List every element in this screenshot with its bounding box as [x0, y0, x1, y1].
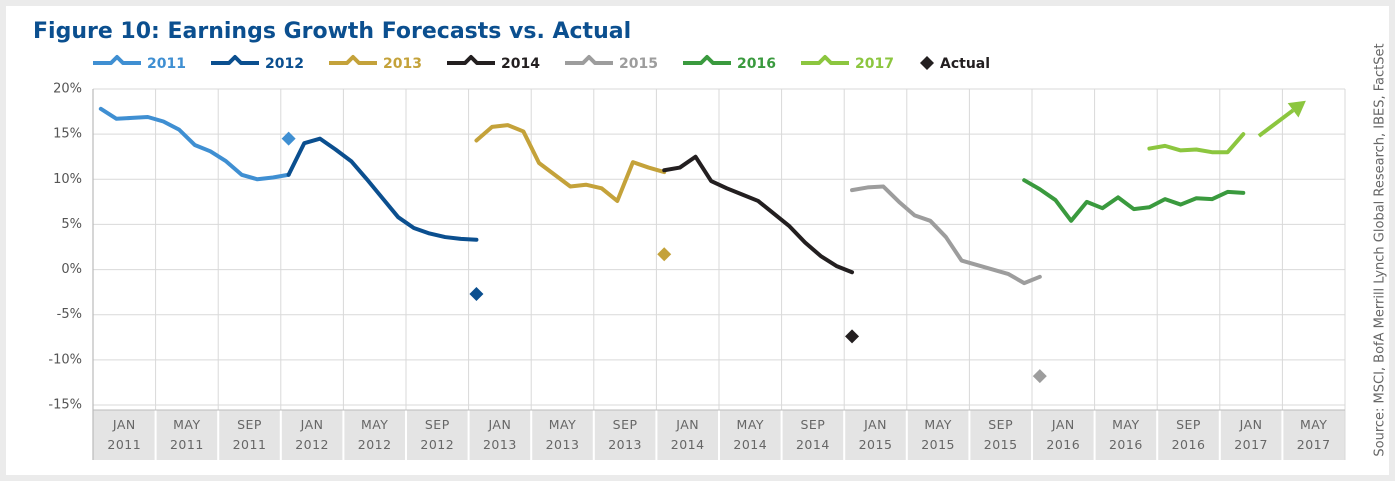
legend-label: 2014 — [501, 56, 540, 72]
source-note: Source: MSCI, BofA Merrill Lynch Global … — [1373, 43, 1388, 456]
series-line — [474, 123, 667, 203]
x-tick-label: MAY 2012 — [358, 417, 392, 452]
x-tick-label: MAY 2016 — [1109, 417, 1143, 452]
series-line — [662, 154, 855, 275]
y-tick-label: 0% — [61, 262, 82, 277]
x-tick-label: JAN 2016 — [1046, 417, 1080, 452]
x-tick-label: MAY 2015 — [921, 417, 955, 452]
x-tick-label: MAY 2014 — [733, 417, 767, 452]
x-tick-label: SEP 2011 — [233, 417, 267, 452]
arrow-head — [1287, 100, 1306, 118]
x-tick-label: JAN 2012 — [295, 417, 329, 452]
x-tick-label: SEP 2014 — [796, 417, 830, 452]
actual-marker — [845, 329, 860, 344]
x-tick-label: JAN 2017 — [1234, 417, 1268, 452]
x-tick-label: SEP 2015 — [984, 417, 1018, 452]
legend-label: 2012 — [265, 56, 304, 72]
legend-label: 2017 — [855, 56, 894, 72]
actual-marker — [1032, 369, 1047, 384]
x-tick-label: JAN 2011 — [107, 417, 141, 452]
legend-swatch — [211, 55, 259, 65]
x-tick-label: MAY 2011 — [170, 417, 204, 452]
y-tick-label: 5% — [61, 217, 82, 232]
y-tick-label: -5% — [57, 307, 82, 322]
y-tick-label: -10% — [48, 352, 82, 367]
x-tick-label: MAY 2017 — [1297, 417, 1331, 452]
series-line — [1147, 132, 1246, 155]
actual-marker — [469, 286, 484, 301]
series-line — [850, 184, 1042, 286]
legend-swatch — [329, 55, 377, 65]
series-line — [1022, 178, 1246, 223]
panel — [6, 6, 1389, 475]
y-tick-label: 15% — [53, 127, 82, 142]
actual-marker — [657, 247, 672, 262]
actual-marker — [281, 131, 296, 146]
x-tick-label: JAN 2015 — [859, 417, 893, 452]
legend-label: 2013 — [383, 56, 422, 72]
legend-swatch — [801, 55, 849, 65]
legend-swatch — [447, 55, 495, 65]
x-tick-label: SEP 2016 — [1172, 417, 1206, 452]
legend-label: 2011 — [147, 56, 186, 72]
x-tick-label: SEP 2012 — [420, 417, 454, 452]
y-tick-label: 10% — [53, 172, 82, 187]
series-line — [286, 136, 479, 242]
x-tick-label: JAN 2013 — [483, 417, 517, 452]
legend-label: 2015 — [619, 56, 658, 72]
x-tick-label: JAN 2014 — [671, 417, 705, 452]
legend-swatch — [565, 55, 613, 65]
legend-swatch — [683, 55, 731, 65]
legend-swatch — [93, 55, 141, 65]
x-tick-label: SEP 2013 — [608, 417, 642, 452]
series-line — [98, 106, 291, 182]
y-tick-label: 20% — [53, 82, 82, 97]
forecast-arrow — [1257, 108, 1295, 138]
y-tick-label: -15% — [48, 398, 82, 413]
chart-title: Figure 10: Earnings Growth Forecasts vs.… — [33, 19, 631, 44]
legend-label: Actual — [940, 56, 990, 72]
legend-label: 2016 — [737, 56, 776, 72]
x-tick-label: MAY 2013 — [546, 417, 580, 452]
legend-swatch — [920, 56, 934, 70]
